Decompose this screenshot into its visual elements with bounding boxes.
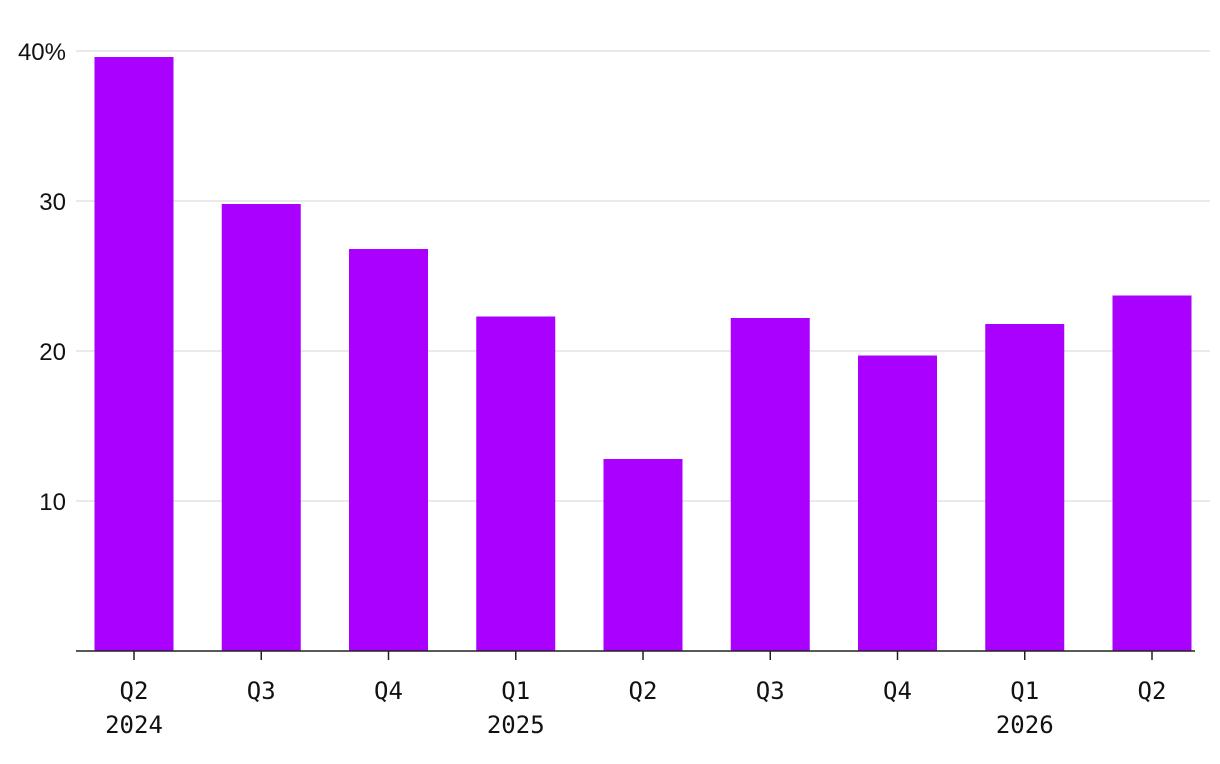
bars	[94, 57, 1192, 651]
y-tick-label-30: 30	[39, 189, 66, 216]
y-tick-label-40: 40%	[18, 39, 66, 66]
bar-4	[603, 459, 683, 651]
bar-8	[1112, 295, 1192, 651]
x-axis-year-labels: 2024 2025 2026	[105, 711, 1054, 739]
x-year-label-2025: 2025	[487, 711, 545, 739]
x-axis-ticks	[133, 651, 1153, 660]
x-tick-label-6: Q4	[883, 677, 912, 705]
x-year-label-2024: 2024	[105, 711, 163, 739]
y-tick-label-20: 20	[39, 339, 66, 366]
x-tick-label-2: Q4	[374, 677, 403, 705]
x-tick-label-1: Q3	[247, 677, 276, 705]
bar-2	[349, 249, 428, 651]
bar-5	[730, 318, 810, 651]
x-tick-label-3: Q1	[501, 677, 530, 705]
x-tick-label-5: Q3	[756, 677, 785, 705]
bar-1	[221, 204, 301, 651]
x-year-label-2026: 2026	[996, 711, 1054, 739]
x-tick-label-4: Q2	[629, 677, 658, 705]
bar-7	[985, 324, 1065, 651]
bar-3	[476, 316, 556, 651]
x-tick-label-7: Q1	[1010, 677, 1039, 705]
x-axis-tick-labels: Q2 Q3 Q4 Q1 Q2 Q3 Q4 Q1 Q2	[120, 677, 1167, 705]
bar-0	[94, 57, 174, 651]
x-tick-label-0: Q2	[120, 677, 149, 705]
bar-6	[858, 355, 937, 651]
y-tick-label-10: 10	[39, 489, 66, 516]
x-tick-label-8: Q2	[1138, 677, 1167, 705]
y-axis-tick-labels: 10 20 30 40%	[18, 39, 66, 516]
